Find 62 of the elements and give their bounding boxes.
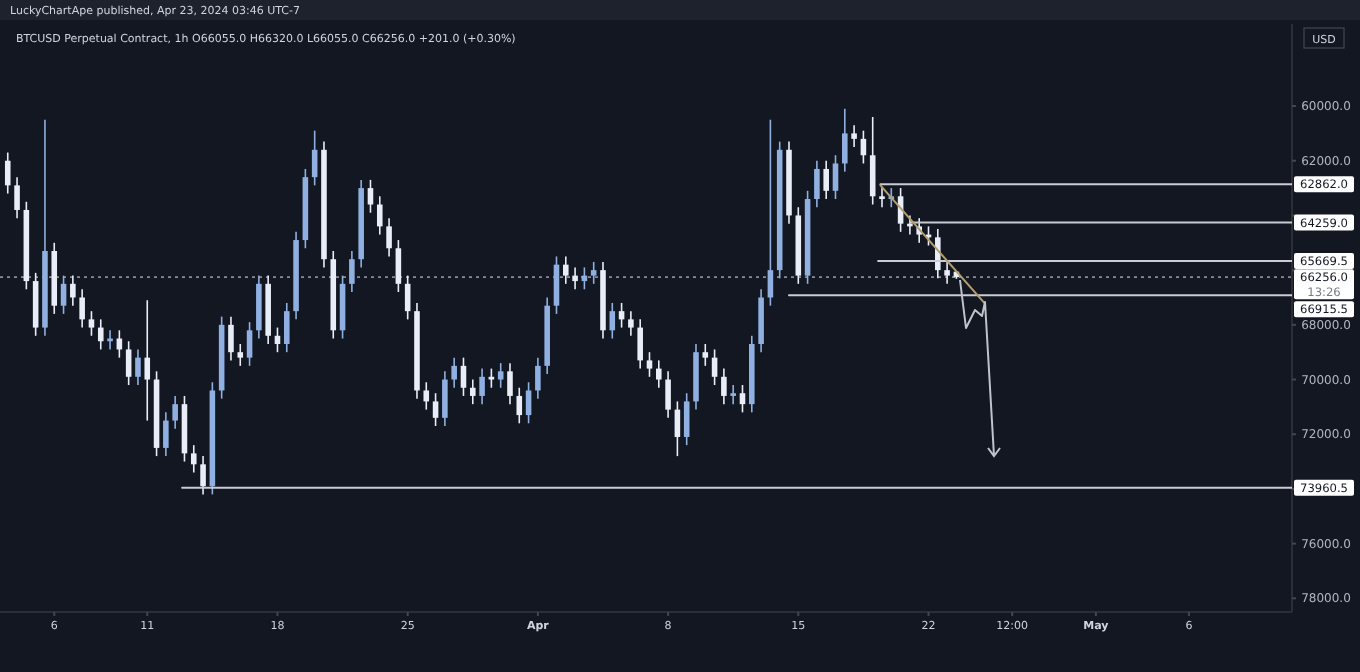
candlestick: [479, 367, 485, 405]
candlestick: [683, 392, 690, 446]
candlestick: [656, 359, 662, 389]
candlestick: [721, 367, 727, 405]
candlestick: [246, 321, 253, 367]
candlestick: [32, 272, 39, 337]
candlestick: [832, 154, 839, 200]
candlestick: [702, 343, 709, 367]
candlestick: [442, 370, 448, 427]
candlestick: [60, 274, 67, 315]
candlestick: [163, 411, 169, 457]
candlestick: [758, 288, 764, 353]
candlestick: [590, 261, 597, 285]
candlestick: [851, 124, 857, 148]
candlestick: [879, 187, 885, 209]
candlestick: [125, 340, 132, 386]
candlestick: [14, 176, 20, 219]
candlestick: [460, 356, 467, 397]
candlestick: [842, 107, 848, 173]
candlestick: [665, 370, 671, 419]
candlestick: [228, 315, 234, 362]
candlestick: [395, 239, 402, 293]
candlestick: [376, 195, 383, 236]
candlestick: [4, 151, 11, 195]
candlestick: [572, 266, 578, 291]
candlestick: [562, 255, 569, 285]
candlestick: [628, 310, 634, 337]
candlestick: [730, 384, 736, 405]
candlestick: [944, 261, 950, 285]
candlestick: [386, 217, 392, 258]
candlestick: [507, 362, 513, 405]
candlestick: [283, 302, 290, 353]
candlestick: [516, 386, 523, 425]
candlestick: [637, 318, 643, 370]
candlestick: [256, 274, 262, 340]
candlestick: [367, 179, 374, 214]
candlestick: [432, 392, 439, 427]
candlestick: [172, 395, 178, 430]
candlestick: [349, 250, 355, 293]
candlestick: [237, 343, 244, 367]
candlestick: [135, 348, 141, 386]
candlestick: [469, 378, 476, 405]
candlestick: [79, 288, 85, 329]
candlestick: [739, 384, 746, 414]
candlestick: [814, 159, 820, 209]
candlestick: [97, 318, 104, 351]
candlestick: [88, 310, 95, 337]
candlestick: [535, 356, 541, 400]
candlestick: [200, 455, 206, 496]
candlestick: [646, 351, 653, 378]
candlestick: [70, 274, 76, 307]
candlestick: [423, 381, 430, 411]
candlestick: [451, 356, 457, 389]
candlestick: [609, 302, 616, 340]
candlestick: [488, 367, 495, 389]
candlestick: [497, 362, 504, 389]
candlestick: [144, 299, 151, 422]
candlestick: [553, 255, 560, 315]
candlestick: [525, 381, 532, 425]
candlestick: [823, 159, 829, 200]
candlestick: [869, 116, 876, 206]
candlestick: [190, 444, 197, 474]
